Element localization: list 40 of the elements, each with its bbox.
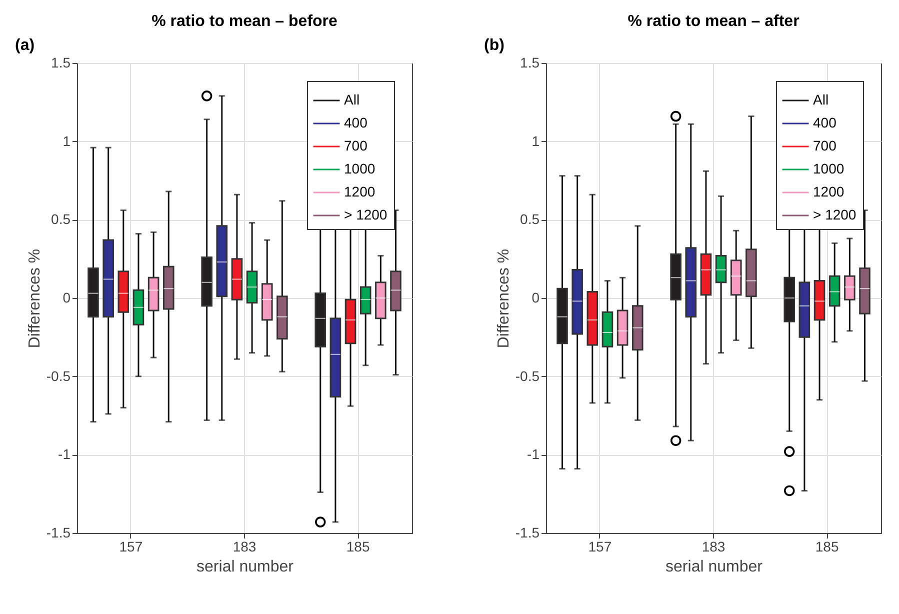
x-tick-label: 183: [232, 538, 256, 554]
y-tick-label: 1: [532, 132, 540, 149]
x-tick-label: 157: [119, 538, 143, 554]
y-axis-title: Differences %: [495, 248, 512, 348]
y-tick-label: -0.5: [46, 368, 71, 384]
legend-label: 700: [813, 138, 837, 154]
legend-label: 400: [813, 114, 837, 130]
text: (b): [484, 37, 504, 54]
y-tick-label: -1: [527, 446, 540, 462]
y-tick-label: -1.5: [515, 524, 540, 540]
x-axis-title: serial number: [196, 558, 294, 576]
legend-label: 700: [344, 138, 368, 154]
y-tick-label: 0.5: [520, 211, 540, 228]
x-tick-label: 185: [346, 538, 370, 554]
y-tick-label: 0: [532, 290, 540, 306]
y-tick-label: -1: [58, 446, 71, 462]
y-tick-label: -1.5: [46, 524, 71, 540]
x-tick-label: 157: [588, 538, 612, 554]
y-axis-title: Differences %: [26, 248, 44, 348]
y-tick-label: 1: [62, 132, 71, 149]
legend-label: 1000: [813, 160, 844, 176]
legend-label: All: [813, 92, 829, 108]
text: (a): [15, 37, 35, 54]
y-tick-label: 0.5: [51, 211, 71, 228]
y-tick-label: 0: [62, 290, 71, 306]
chart-title: % ratio to mean – before: [152, 13, 338, 30]
y-tick-label: -0.5: [515, 368, 540, 384]
y-tick-label: 1.5: [51, 54, 71, 70]
x-tick-label: 185: [815, 538, 839, 554]
legend-label: All: [344, 92, 360, 108]
legend-label: 1200: [344, 184, 376, 200]
chart-title: % ratio to mean – after: [628, 13, 800, 30]
legend-label: 1200: [813, 184, 844, 200]
x-tick-label: 183: [702, 538, 726, 554]
legend-label: 1000: [344, 160, 376, 176]
legend-label: > 1200: [813, 206, 856, 222]
y-tick-label: 1.5: [520, 54, 540, 70]
legend-label: > 1200: [344, 206, 388, 222]
legend-label: 400: [344, 114, 368, 130]
x-axis-title: serial number: [666, 558, 764, 576]
